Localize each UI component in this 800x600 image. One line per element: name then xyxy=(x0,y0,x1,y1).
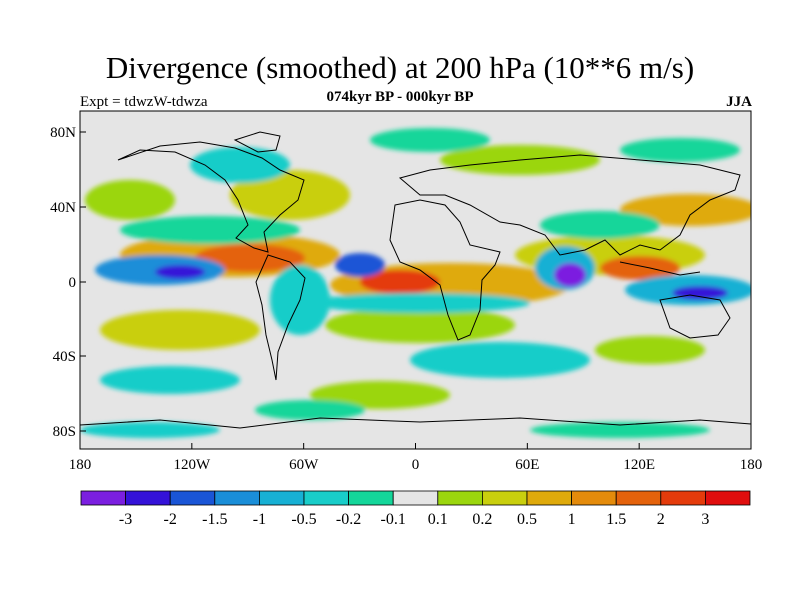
colorbar-label: -3 xyxy=(119,511,132,528)
lon-label: 0 xyxy=(412,457,420,473)
colorbar-box xyxy=(437,490,483,506)
field-patch xyxy=(120,216,300,244)
field-patch xyxy=(530,422,710,438)
colorbar-box xyxy=(80,490,126,506)
colorbar-label: 0.2 xyxy=(472,511,492,528)
lat-label: 0 xyxy=(69,275,77,291)
colorbar-label: -0.1 xyxy=(381,511,406,528)
colorbar-label: 0.1 xyxy=(428,511,448,528)
field-patch xyxy=(100,310,260,350)
field-patch xyxy=(410,342,590,378)
field-patch xyxy=(620,138,740,162)
field-patch xyxy=(255,400,365,420)
colorbar: -3 -2 -1.5 -1 -0.5 -0.2 -0.1 0.1 0.2 0.5 1 1.5 2 3 xyxy=(80,490,751,528)
colorbar-box xyxy=(258,490,305,506)
field-patch xyxy=(595,336,705,364)
lon-label: 180 xyxy=(740,457,763,473)
coast-maritime-continent xyxy=(619,261,701,276)
field-patch xyxy=(310,293,530,313)
colorbar-label: 0.5 xyxy=(517,511,537,528)
lat-label: 80S xyxy=(53,424,76,440)
coast-eurasia xyxy=(398,154,741,256)
coast-antarctica xyxy=(80,417,751,429)
field-patch xyxy=(190,147,290,183)
colorbar-label: 1.5 xyxy=(606,511,626,528)
field-patch xyxy=(310,381,450,409)
map-axes: 80N 40N 0 40S 80S 180 120W 60W 0 60E 120E 180 xyxy=(50,125,762,473)
colorbar-box xyxy=(705,490,751,506)
colorbar-box xyxy=(615,490,662,506)
colorbar-label: -0.2 xyxy=(336,511,361,528)
colorbar-label: -1.5 xyxy=(202,511,227,528)
field-patch xyxy=(230,170,350,220)
field-patch xyxy=(100,366,240,394)
colorbar-label: 1 xyxy=(568,511,576,528)
coast-north-america xyxy=(117,141,305,253)
colorbar-box xyxy=(348,490,394,506)
field-patch xyxy=(672,286,728,300)
field-patch xyxy=(155,265,205,279)
field-patch xyxy=(370,128,490,152)
lat-label: 40S xyxy=(53,349,76,365)
lon-label: 120W xyxy=(173,457,211,473)
field-patch xyxy=(554,263,586,287)
experiment-label: Expt = tdwzW-tdwza xyxy=(80,94,208,110)
lon-label: 60E xyxy=(515,457,539,473)
colorbar-box xyxy=(526,490,572,506)
lat-label: 40N xyxy=(50,200,76,216)
field-patch xyxy=(360,270,440,294)
coast-australia xyxy=(659,294,731,339)
colorbar-box xyxy=(125,490,171,506)
lon-label: 60W xyxy=(289,457,319,473)
colorbar-box xyxy=(303,490,349,506)
colorbar-box xyxy=(392,490,439,506)
coast-south-america xyxy=(255,254,306,381)
colorbar-box xyxy=(481,490,528,506)
colorbar-box xyxy=(169,490,216,506)
lon-label: 180 xyxy=(69,457,92,473)
colorbar-label: 2 xyxy=(657,511,665,528)
colorbar-box xyxy=(660,490,706,506)
colorbar-box xyxy=(214,490,260,506)
season-label: JJA xyxy=(726,94,752,110)
field-patch xyxy=(620,194,751,226)
colorbar-box xyxy=(571,490,617,506)
field-patch xyxy=(540,211,660,239)
divergence-field xyxy=(80,111,751,449)
colorbar-label: -0.5 xyxy=(291,511,316,528)
plot-subtitle: 074kyr BP - 000kyr BP xyxy=(326,89,474,105)
field-patch xyxy=(335,253,385,277)
coast-africa xyxy=(389,199,501,341)
colorbar-label: 3 xyxy=(701,511,709,528)
lon-label: 120E xyxy=(623,457,655,473)
field-patch xyxy=(80,422,220,438)
colorbar-label: -1 xyxy=(253,511,266,528)
coast-greenland xyxy=(233,131,281,153)
field-patch xyxy=(85,180,175,220)
lat-label: 80N xyxy=(50,125,76,141)
field-patch xyxy=(325,307,515,343)
colorbar-label: -2 xyxy=(164,511,177,528)
coastlines xyxy=(80,131,751,429)
field-patch xyxy=(195,244,305,272)
plot-title: Divergence (smoothed) at 200 hPa (10**6 … xyxy=(105,50,695,85)
